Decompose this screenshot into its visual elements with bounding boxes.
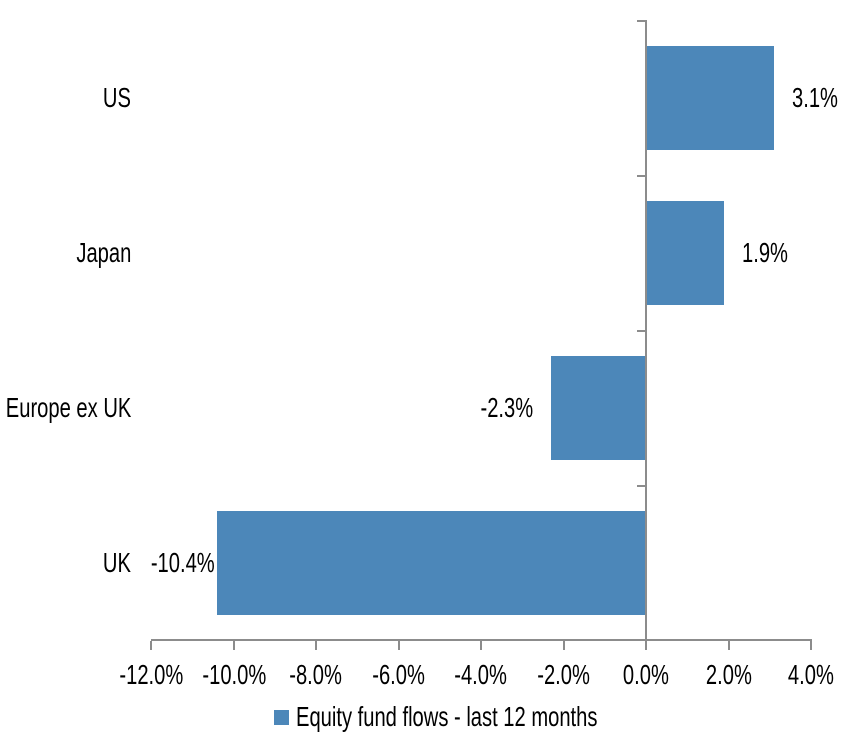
- category-label-text: UK: [102, 547, 131, 578]
- category-label-us: US: [0, 84, 131, 112]
- value-label-japan: 1.9%: [742, 239, 852, 267]
- legend-label-text: Equity fund flows - last 12 months: [296, 701, 598, 732]
- bar-us: [646, 46, 774, 150]
- x-axis-tick: [233, 641, 235, 650]
- bar-japan: [646, 201, 724, 305]
- category-label-japan: Japan: [0, 239, 131, 267]
- x-tick-label: -10.0%: [154, 661, 314, 689]
- value-label-text: 3.1%: [792, 82, 838, 113]
- x-tick-label: -12.0%: [71, 661, 231, 689]
- value-label-text: -10.4%: [151, 547, 215, 578]
- x-tick-label: 4.0%: [731, 661, 852, 689]
- x-tick-label-text: -8.0%: [289, 659, 343, 690]
- x-axis-tick: [645, 641, 647, 650]
- x-tick-label-text: -4.0%: [454, 659, 508, 690]
- x-tick-label: -2.0%: [484, 661, 644, 689]
- x-axis-tick: [150, 641, 152, 650]
- x-tick-label-text: -2.0%: [537, 659, 591, 690]
- x-axis-tick: [810, 641, 812, 650]
- y-axis-tick: [637, 20, 645, 22]
- category-label-europe-ex-uk: Europe ex UK: [0, 394, 131, 422]
- x-tick-label-text: -6.0%: [372, 659, 426, 690]
- category-label-uk: UK: [0, 549, 131, 577]
- x-axis-tick: [480, 641, 482, 650]
- bar-uk: [217, 511, 646, 615]
- y-axis-line: [645, 20, 647, 641]
- bar-europe-ex-uk: [551, 356, 646, 460]
- value-label-us: 3.1%: [792, 84, 852, 112]
- y-axis-tick: [637, 175, 645, 177]
- x-tick-label-text: 4.0%: [788, 659, 834, 690]
- y-axis-tick: [637, 485, 645, 487]
- x-axis-tick: [728, 641, 730, 650]
- value-label-text: 1.9%: [742, 237, 788, 268]
- x-axis-tick: [563, 641, 565, 650]
- x-tick-label: 2.0%: [649, 661, 809, 689]
- legend-label: Equity fund flows - last 12 months: [296, 703, 716, 731]
- category-label-text: US: [102, 82, 131, 113]
- x-axis-tick: [398, 641, 400, 650]
- x-tick-label-text: 0.0%: [623, 659, 669, 690]
- value-label-uk: -10.4%: [15, 549, 215, 577]
- x-tick-label-text: -12.0%: [119, 659, 183, 690]
- x-tick-label: -8.0%: [236, 661, 396, 689]
- x-tick-label-text: -10.0%: [202, 659, 266, 690]
- x-tick-label: 0.0%: [566, 661, 726, 689]
- value-label-text: -2.3%: [480, 392, 533, 423]
- x-tick-label: -4.0%: [401, 661, 561, 689]
- x-axis-line: [151, 639, 812, 641]
- y-axis-tick: [637, 330, 645, 332]
- legend-color-swatch: [274, 710, 289, 725]
- category-label-text: Japan: [76, 237, 131, 268]
- x-tick-label: -6.0%: [319, 661, 479, 689]
- category-label-text: Europe ex UK: [5, 392, 131, 423]
- value-label-europe-ex-uk: -2.3%: [333, 394, 533, 422]
- x-tick-label-text: 2.0%: [706, 659, 752, 690]
- x-axis-tick: [315, 641, 317, 650]
